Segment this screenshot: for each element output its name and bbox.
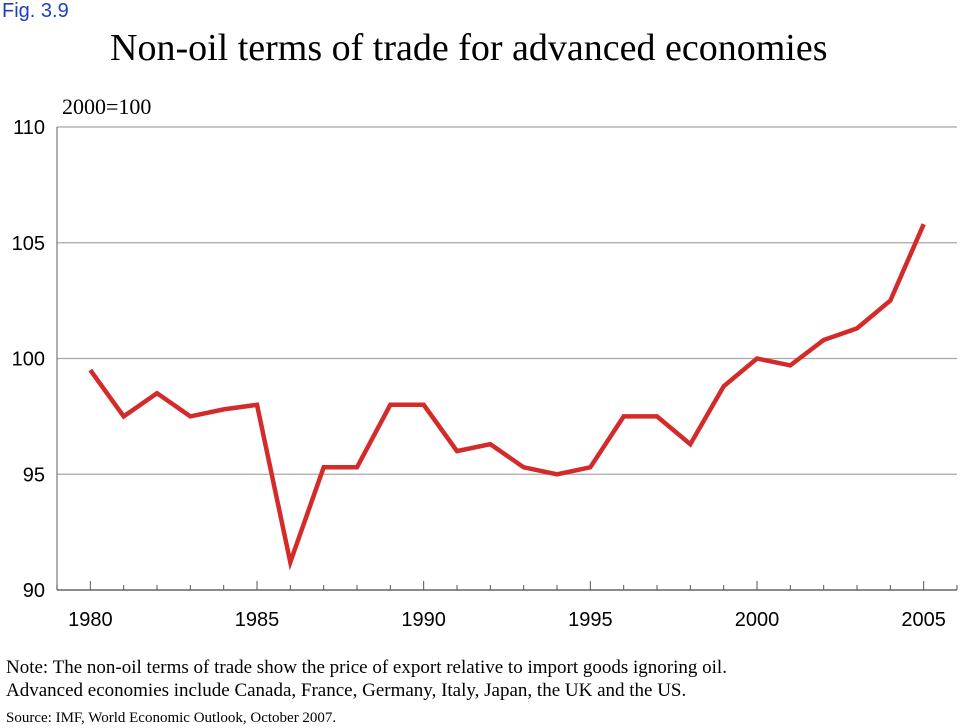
- y-tick-label-110: 110: [13, 117, 45, 139]
- y-tick-label-105: 105: [12, 233, 45, 255]
- y-tick-label-95: 95: [23, 464, 45, 486]
- y-tick-label-100: 100: [12, 349, 45, 371]
- note-line-1: Note: The non-oil terms of trade show th…: [6, 657, 727, 678]
- x-tick-label-1985: 1985: [235, 609, 280, 631]
- x-tick-label-2005: 2005: [901, 609, 946, 631]
- chart-notes: Note: The non-oil terms of trade show th…: [6, 656, 956, 702]
- series-group: [88, 223, 926, 571]
- y-tick-labels: 90 95 100 105 110: [12, 117, 45, 602]
- x-tick-label-2000: 2000: [735, 609, 780, 631]
- x-tick-label-1990: 1990: [401, 609, 446, 631]
- chart-subtitle: 2000=100: [62, 94, 152, 119]
- figure-label: Fig. 3.9: [2, 0, 69, 22]
- gridlines: [57, 126, 957, 475]
- x-tick-labels: 1980 1985 1990 1995 2000 2005: [68, 609, 946, 631]
- x-tick-label-1980: 1980: [68, 609, 113, 631]
- chart-source: Source: IMF, World Economic Outlook, Oct…: [6, 710, 337, 726]
- y-tick-label-90: 90: [23, 580, 45, 602]
- x-tick-label-1995: 1995: [568, 609, 613, 631]
- note-line-2: Advanced economies include Canada, Franc…: [6, 680, 687, 701]
- chart-title: Non-oil terms of trade for advanced econ…: [110, 27, 828, 69]
- axes: [56, 127, 958, 591]
- series-line-0: [88, 223, 926, 571]
